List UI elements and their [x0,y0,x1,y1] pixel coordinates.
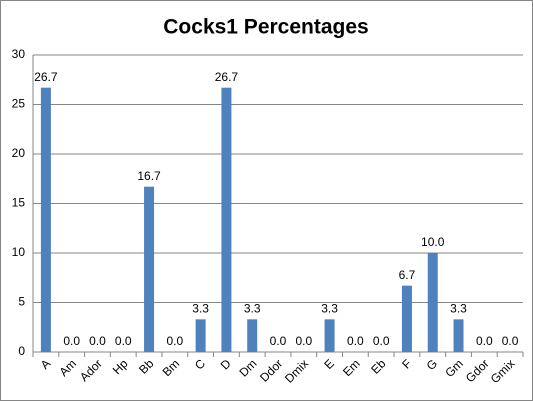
value-label: 0.0 [347,334,364,348]
value-label: 3.3 [321,302,338,316]
y-tick-label: 0 [18,344,25,358]
bar [453,319,464,352]
value-label: 26.7 [215,70,239,84]
value-label: 10.0 [421,235,445,249]
bar [427,253,438,352]
value-label: 0.0 [89,334,106,348]
value-label: 26.7 [34,70,58,84]
y-tick-label: 25 [12,97,26,111]
value-label: 0.0 [373,334,390,348]
value-label: 0.0 [270,334,287,348]
value-label: 0.0 [476,334,493,348]
bar [247,319,258,352]
y-tick-label: 30 [12,47,26,61]
value-label: 3.3 [244,302,261,316]
value-label: 0.0 [502,334,519,348]
y-tick-label: 5 [18,295,25,309]
value-label: 16.7 [137,169,161,183]
y-tick-label: 10 [12,245,26,259]
value-label: 0.0 [166,334,183,348]
value-label: 0.0 [115,334,132,348]
value-label: 6.7 [399,268,416,282]
bar [144,186,155,352]
bar [401,285,412,352]
bar [324,319,335,352]
value-label: 3.3 [450,302,467,316]
bar [195,319,206,352]
y-tick-label: 15 [12,196,26,210]
bar [221,87,232,353]
value-label: 0.0 [295,334,312,348]
value-label: 0.0 [63,334,80,348]
y-tick-label: 20 [12,146,26,160]
value-label: 3.3 [192,302,209,316]
bar [40,87,51,353]
chart-title: Cocks1 Percentages [163,16,368,39]
